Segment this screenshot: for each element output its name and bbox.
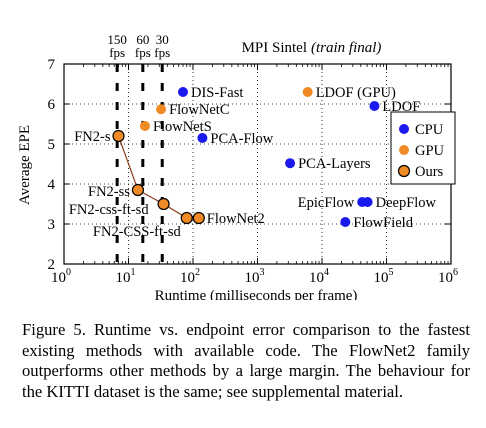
point-labels: DIS-Fast PCA-Flow PCA-Layers LDOF EpicFlow De… — [69, 85, 437, 240]
point-cpu — [369, 101, 380, 111]
legend-label: GPU — [415, 143, 445, 159]
point-label: FN2-s — [74, 129, 111, 145]
legend: CPU GPU Ours — [390, 111, 456, 185]
chart-title-italic: (train final) — [311, 40, 381, 56]
point-label: FN2-css-ft-sd — [69, 202, 149, 218]
legend-marker-ours — [397, 164, 411, 178]
point-ours — [131, 183, 145, 197]
point-label: FN2-ss — [88, 184, 130, 200]
x-tick-label: 106 — [438, 267, 458, 286]
point-gpu — [139, 121, 150, 131]
point-label: LDOF (GPU) — [316, 85, 396, 101]
point-label: FlowNet2 — [207, 211, 265, 227]
x-tick-label: 100 — [51, 267, 71, 286]
data-points — [112, 87, 380, 227]
fps-marker-unit: fps — [135, 45, 151, 60]
point-gpu — [302, 87, 313, 97]
y-tick-label: 3 — [48, 217, 56, 233]
point-cpu — [197, 133, 208, 143]
x-tick-label: 105 — [374, 267, 394, 286]
chart-title: MPI Sintel — [242, 40, 307, 56]
axes: 100 101 102 103 104 105 106 2 3 4 5 6 7 — [48, 57, 459, 286]
point-cpu — [340, 217, 351, 227]
point-label: EpicFlow — [298, 195, 355, 211]
fps-marker-unit: fps — [109, 45, 125, 60]
point-ours — [180, 211, 193, 225]
x-axis-label: Runtime (milliseconds per frame) — [155, 288, 358, 300]
fps-marker-unit: fps — [154, 45, 170, 60]
point-label: FN2-CSS-ft-sd — [93, 224, 182, 240]
legend-marker-gpu — [399, 145, 409, 155]
point-label: FlowNetC — [169, 102, 229, 118]
legend-label: CPU — [415, 122, 444, 138]
x-tick-label: 101 — [116, 267, 136, 286]
y-tick-label: 7 — [48, 57, 56, 73]
point-label: FlowField — [353, 215, 413, 231]
x-tick-label: 102 — [180, 267, 200, 286]
point-gpu — [156, 104, 167, 115]
y-tick-label: 5 — [48, 137, 56, 153]
y-tick-label: 6 — [48, 97, 56, 113]
x-tick-label: 104 — [309, 267, 329, 286]
x-tick-label: 103 — [245, 267, 265, 286]
y-axis-label: Average EPE — [17, 125, 33, 205]
point-label: FlowNetS — [153, 119, 212, 135]
point-ours — [192, 211, 205, 225]
fps-marker-value: 30 — [156, 32, 169, 47]
point-label: PCA-Layers — [298, 156, 371, 172]
point-cpu — [178, 87, 189, 97]
point-cpu — [285, 158, 296, 169]
point-label: DIS-Fast — [191, 85, 243, 101]
y-tick-label: 2 — [48, 257, 56, 273]
y-tick-label: 4 — [48, 177, 56, 193]
point-cpu — [362, 197, 373, 207]
figure-caption: Figure 5. Runtime vs. endpoint error com… — [22, 320, 470, 401]
legend-label: Ours — [415, 164, 444, 180]
legend-marker-cpu — [399, 124, 409, 134]
point-label: PCA-Flow — [210, 131, 273, 147]
point-label: DeepFlow — [376, 195, 437, 211]
point-label: LDOF — [382, 99, 420, 115]
fps-marker-value: 60 — [136, 32, 149, 47]
fps-marker-value: 150 — [107, 32, 127, 47]
point-ours — [157, 197, 170, 211]
point-ours — [112, 129, 125, 143]
